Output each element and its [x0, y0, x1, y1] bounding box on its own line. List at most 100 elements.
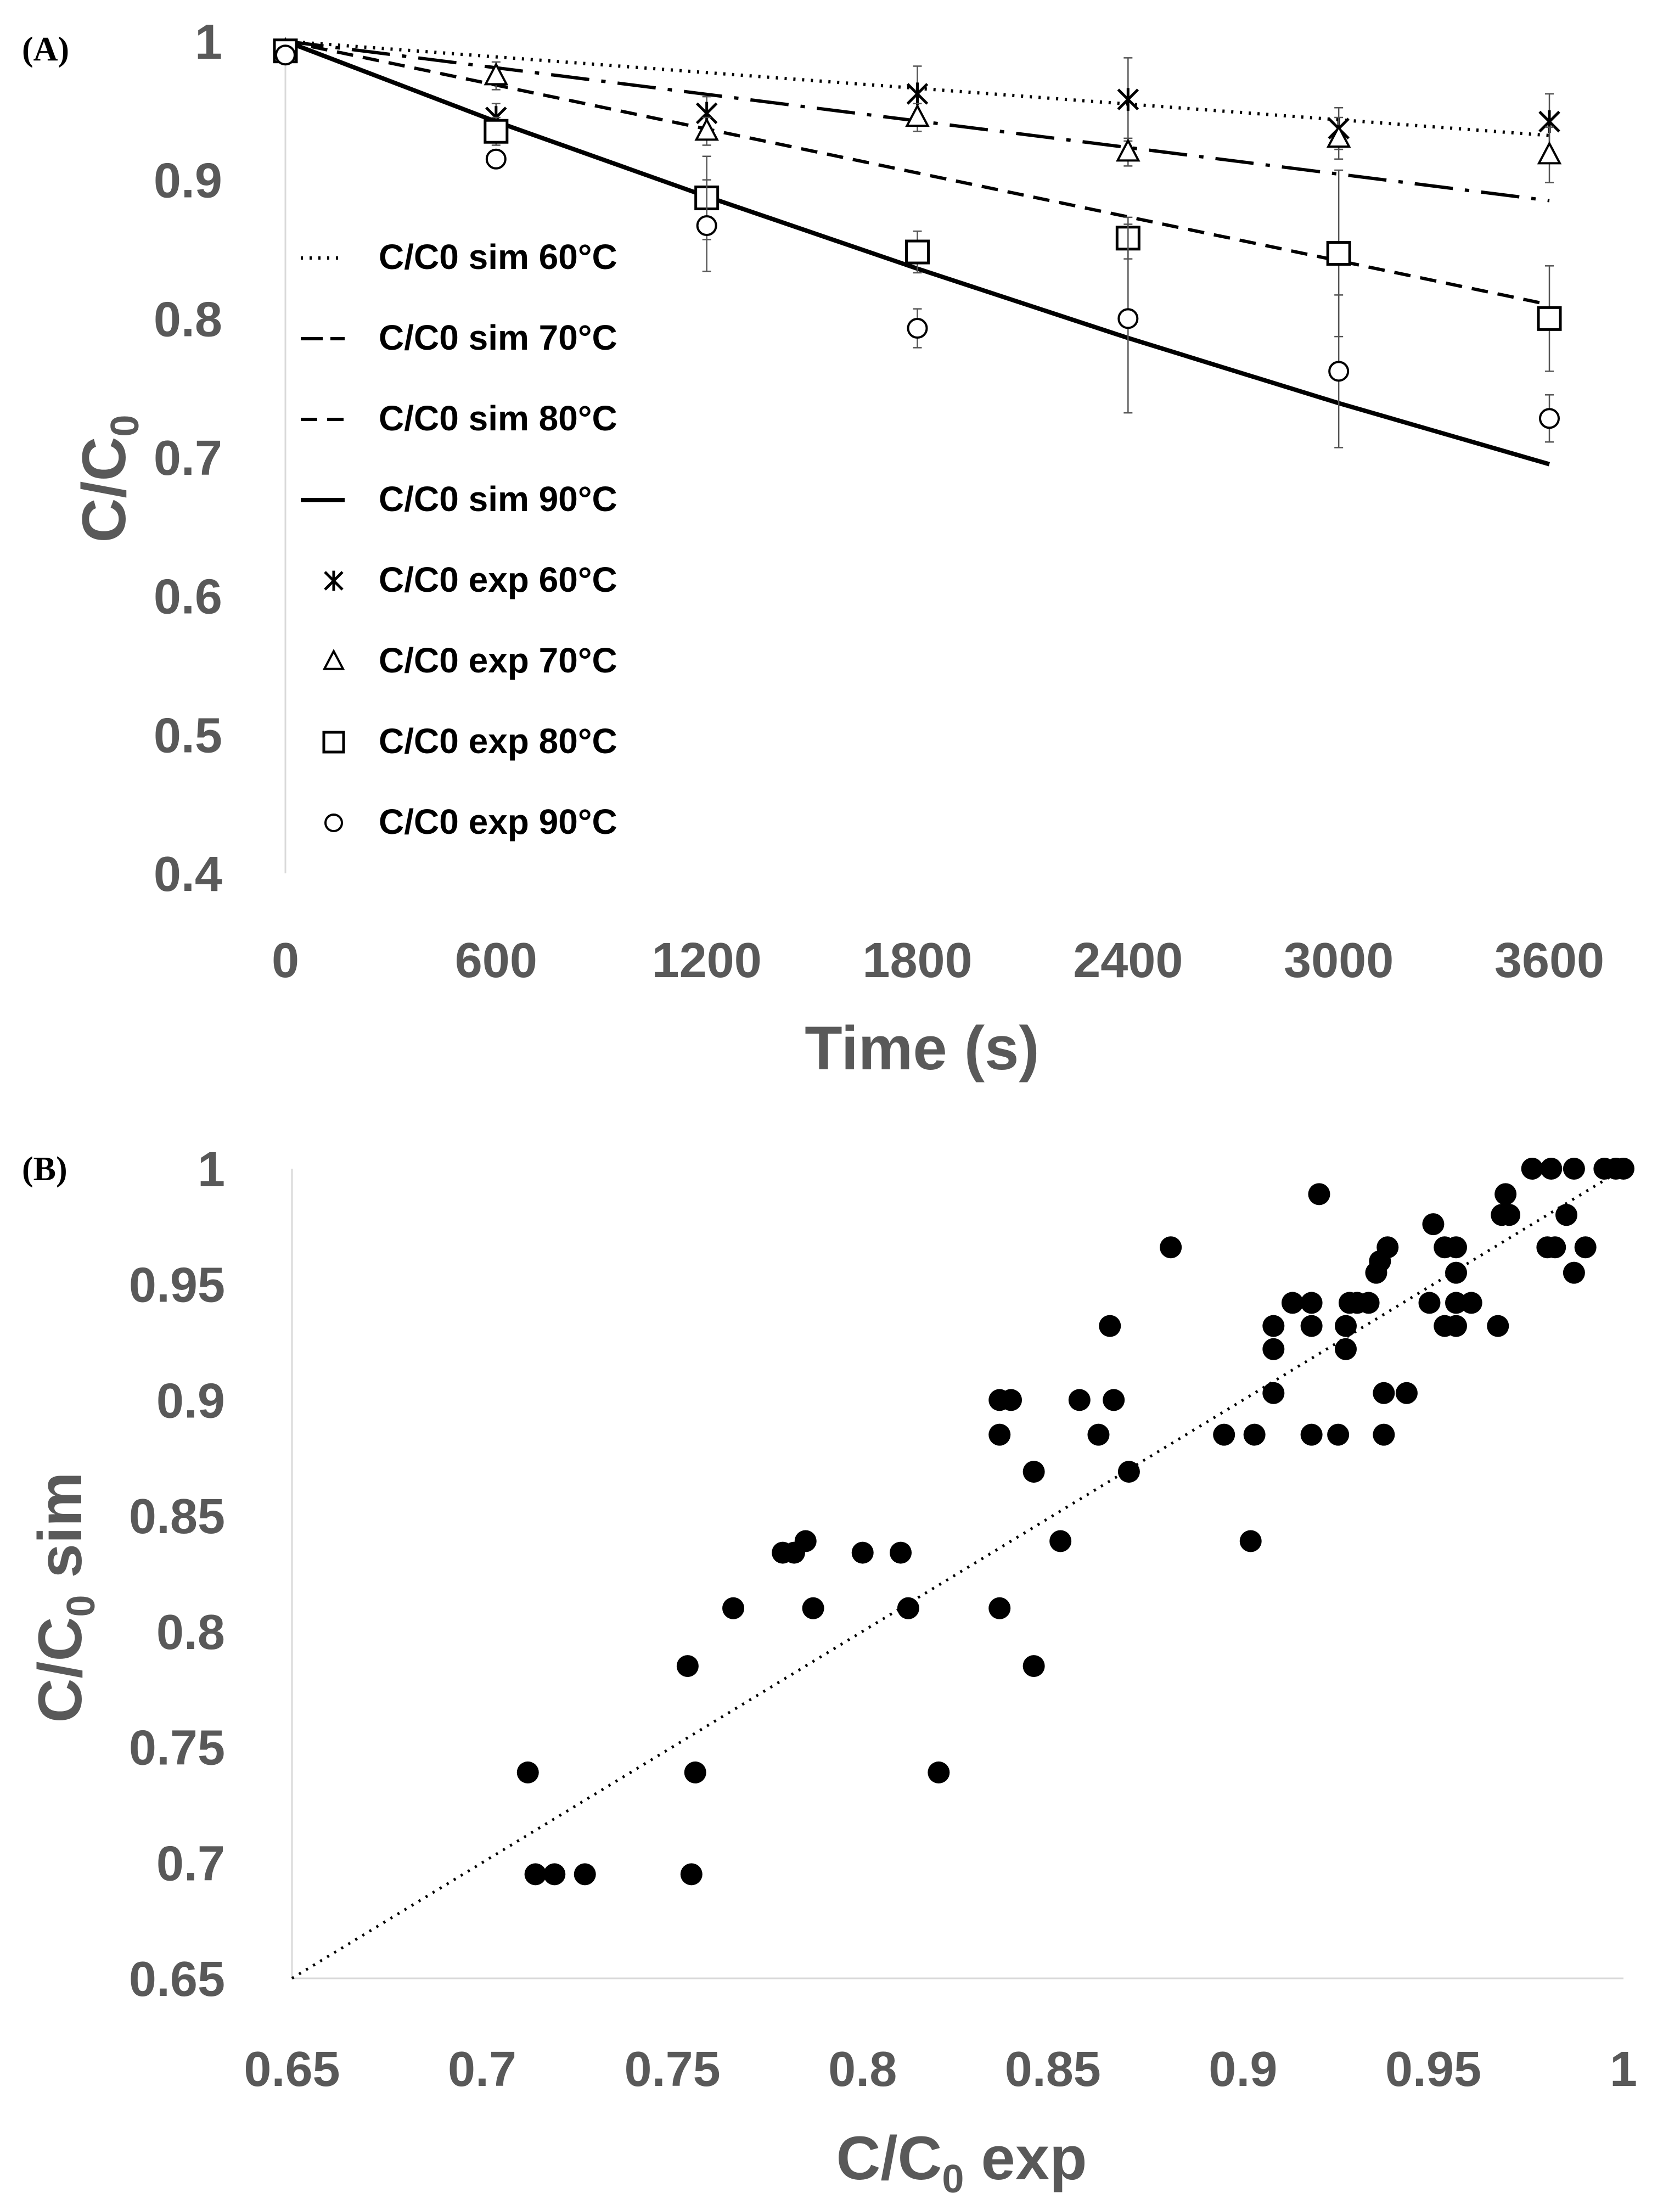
panel-a-x-tick-label: 600	[455, 933, 537, 988]
panel-b-x-tick-label: 0.75	[625, 2042, 721, 2097]
legend-label: C/C0 exp 70°C	[379, 641, 617, 680]
panel-b-point	[1395, 1382, 1418, 1404]
panel-b-point	[543, 1863, 566, 1886]
panel-b-point	[1099, 1315, 1121, 1337]
panel-b-point	[1262, 1382, 1285, 1404]
panel-a-plot: 0.4 0.5 0.6 0.7 0.8 0.9 1 0 600 1200 1800 2400 3000 3…	[154, 15, 1604, 988]
panel-b-point	[1357, 1292, 1380, 1314]
legend-label: C/C0 exp 90°C	[379, 802, 617, 842]
panel-b-point	[1373, 1382, 1395, 1404]
panel-b-point	[524, 1863, 547, 1886]
panel-b-point	[1335, 1315, 1357, 1337]
panel-b-point	[1000, 1389, 1022, 1411]
panel-b-point	[851, 1541, 874, 1564]
panel-a-x-axis-title: Time (s)	[805, 1014, 1039, 1082]
panel-b-point	[1239, 1530, 1262, 1552]
panel-b-point	[1281, 1292, 1303, 1314]
panel-b-x-tick-label: 0.65	[244, 2042, 340, 2097]
panel-b-point	[1540, 1158, 1563, 1180]
panel-a-x-tick-label: 2400	[1073, 933, 1183, 988]
panel-b-point	[1022, 1461, 1045, 1483]
panel-b-point	[1103, 1389, 1125, 1411]
legend-label: C/C0 exp 80°C	[379, 721, 617, 761]
panel-a-point-square	[1326, 241, 1351, 266]
panel-a-point-asterisk	[906, 82, 929, 105]
panel-b-y-tick-label: 0.95	[129, 1258, 225, 1313]
panel-b-y-tick-label: 0.65	[129, 1952, 225, 2007]
panel-b-x-tick-label: 0.8	[828, 2042, 897, 2097]
panel-b-x-tick-label: 1	[1610, 2042, 1637, 2097]
panel-b-point	[1563, 1158, 1585, 1180]
panel-b-y-tick-label: 1	[198, 1142, 225, 1197]
panel-b-point	[1555, 1204, 1578, 1226]
panel-b-point	[1117, 1461, 1140, 1483]
panel-a-y-tick-label: 0.4	[154, 847, 222, 902]
panel-b-point	[897, 1597, 919, 1619]
panel-b-point	[988, 1423, 1011, 1446]
legend-label: C/C0 sim 70°C	[379, 318, 617, 357]
panel-b-point	[722, 1597, 745, 1619]
panel-b-point	[1418, 1292, 1441, 1314]
panel-b-point	[1487, 1315, 1509, 1337]
panel-a-x-tick-label: 3000	[1284, 933, 1394, 988]
panel-b-plot: 0.65 0.7 0.75 0.8 0.85 0.9 0.95 1 0.65 0.7 0.75 0.8…	[129, 1142, 1637, 2097]
panel-a-point-square	[484, 119, 509, 144]
panel-a-point-circle	[275, 44, 296, 66]
panel-a-point-square	[1537, 306, 1562, 331]
panel-b-y-axis-title: C/C0 sim	[26, 1472, 103, 1723]
panel-b-y-tick-label: 0.75	[129, 1721, 225, 1776]
legend-label: C/C0 exp 60°C	[379, 560, 617, 599]
panel-b-y-tick-label: 0.85	[129, 1489, 225, 1544]
panel-a-point-triangle	[484, 61, 509, 86]
panel-a-point-triangle	[1537, 141, 1562, 165]
panel-a-x-tick-label: 0	[272, 933, 299, 988]
legend-swatch-asterisk	[324, 570, 344, 591]
panel-b-point	[1049, 1530, 1072, 1552]
panel-a-x-tick-label: 1800	[862, 933, 972, 988]
legend-label: C/C0 sim 80°C	[379, 399, 617, 438]
panel-b-point	[1262, 1315, 1285, 1337]
panel-a-point-triangle	[905, 103, 930, 127]
panel-b-label: (B)	[22, 1151, 68, 1188]
panel-b-point	[1521, 1158, 1543, 1180]
panel-b-y-tick-label: 0.7	[156, 1836, 225, 1891]
panel-a-y-tick-label: 1	[195, 15, 222, 70]
panel-b-point	[1160, 1236, 1182, 1259]
panel-b-point	[1445, 1236, 1468, 1259]
panel-b-point	[988, 1597, 1011, 1619]
panel-a-x-tick-label: 3600	[1494, 933, 1604, 988]
legend-swatch-square	[322, 731, 345, 754]
panel-a-point-asterisk	[1117, 88, 1139, 111]
panel-b-point	[1022, 1655, 1045, 1678]
panel-b-point	[1445, 1315, 1468, 1337]
panel-b-x-tick-label: 0.7	[448, 2042, 516, 2097]
panel-a-y-tick-label: 0.7	[154, 431, 222, 486]
panel-b-point	[1498, 1204, 1521, 1226]
panel-b-point	[1087, 1423, 1110, 1446]
panel-a-label: (A)	[22, 31, 69, 68]
panel-b-point	[1327, 1423, 1350, 1446]
panel-b-point	[794, 1530, 817, 1552]
panel-b-point	[1262, 1338, 1285, 1360]
panel-b-point	[1068, 1389, 1091, 1411]
panel-b-y-tick-label: 0.9	[156, 1373, 225, 1428]
panel-b-point	[574, 1863, 596, 1886]
panel-a-y-tick-label: 0.6	[154, 570, 222, 625]
panel-b-point	[1300, 1315, 1323, 1337]
panel-a-point-triangle	[1116, 138, 1140, 162]
panel-b-point	[1612, 1158, 1634, 1180]
panel-b-point	[928, 1761, 950, 1783]
panel-b-point	[1422, 1213, 1445, 1236]
legend-label: C/C0 sim 90°C	[379, 479, 617, 519]
panel-b-point	[1373, 1423, 1395, 1446]
legend-label: C/C0 sim 60°C	[379, 237, 617, 277]
panel-b-point	[1213, 1423, 1235, 1446]
panel-b-point	[890, 1541, 912, 1564]
legend-swatch-circle	[324, 814, 343, 832]
panel-b-point	[1445, 1261, 1468, 1284]
panel-b-x-tick-label: 0.95	[1385, 2042, 1481, 2097]
panel-b-point	[1376, 1236, 1399, 1259]
panel-a-point-circle	[1539, 408, 1560, 429]
panel-a-point-circle	[1328, 361, 1350, 382]
